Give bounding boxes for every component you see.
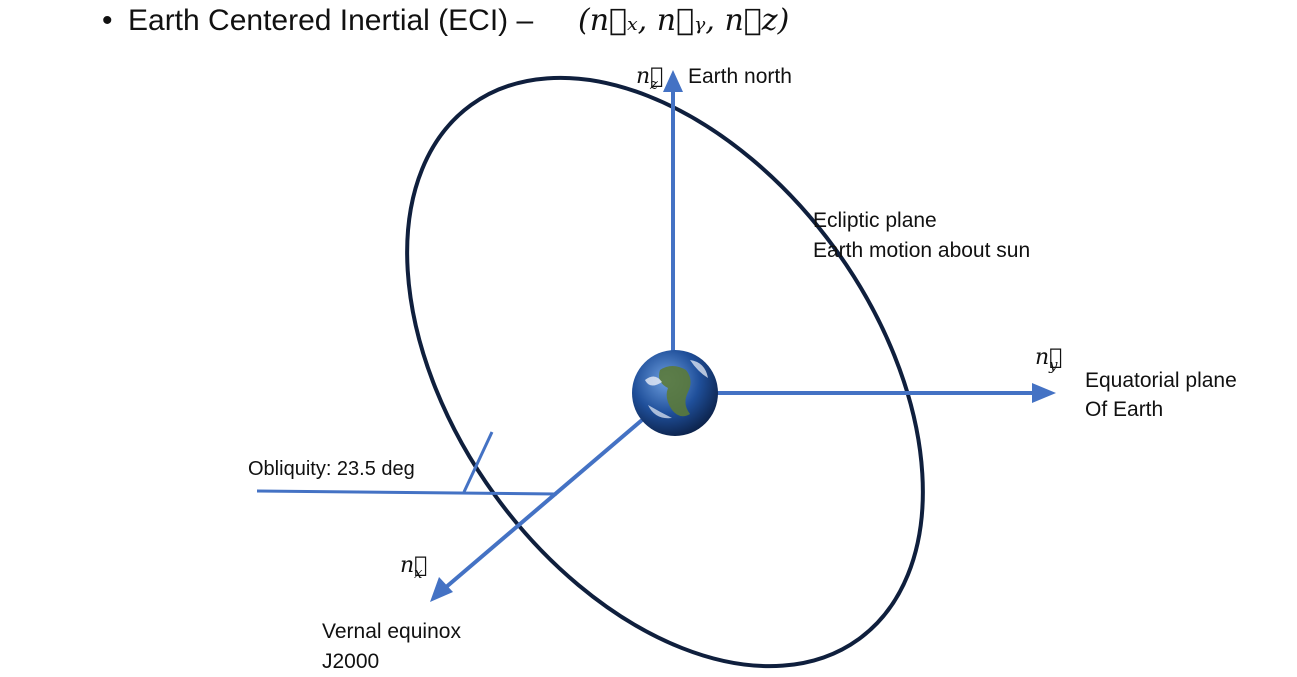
ecliptic-ellipse bbox=[405, 75, 925, 669]
y-axis-label-line1: Equatorial plane bbox=[1085, 369, 1237, 392]
z-axis-arrowhead bbox=[663, 70, 683, 92]
z-axis-subscript: z bbox=[649, 75, 658, 93]
ecliptic-label-line2: Earth motion about sun bbox=[813, 239, 1030, 262]
x-axis-line bbox=[443, 418, 644, 590]
y-axis-label-line2: Of Earth bbox=[1085, 398, 1163, 421]
y-axis-subscript: y bbox=[1048, 356, 1058, 374]
earth-icon bbox=[632, 350, 718, 436]
title-bullet: • bbox=[102, 4, 113, 37]
x-axis-label-line2: J2000 bbox=[322, 650, 379, 673]
title-vectors: (n⃗ₓ, n⃗ᵧ, n⃗𝑧) bbox=[578, 3, 789, 38]
y-axis-symbol: n⃗ bbox=[1035, 345, 1062, 370]
obliquity-label: Obliquity: 23.5 deg bbox=[248, 458, 415, 480]
ecliptic-label-line1: Ecliptic plane bbox=[813, 209, 937, 232]
title-text: Earth Centered Inertial (ECI) – bbox=[128, 4, 533, 37]
x-axis-subscript: x bbox=[414, 564, 423, 582]
x-axis-symbol: n⃗ bbox=[400, 553, 427, 578]
equatorial-reference-line bbox=[256, 489, 558, 496]
z-axis-label: Earth north bbox=[688, 65, 792, 88]
x-axis-label-line1: Vernal equinox bbox=[322, 620, 461, 643]
obliquity-angle-line bbox=[462, 431, 494, 493]
y-axis-arrowhead bbox=[1032, 383, 1056, 403]
x-axis-arrowhead bbox=[430, 577, 453, 602]
z-axis-symbol: n⃗ bbox=[636, 64, 663, 89]
